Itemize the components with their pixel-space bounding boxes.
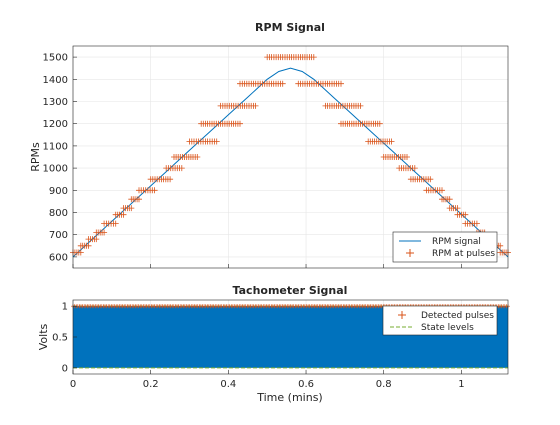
rpm-legend-entry-1: RPM signal (432, 237, 481, 247)
tach-y-ticks: 00.51 (52, 302, 77, 374)
tach-chart-title: Tachometer Signal (233, 284, 348, 297)
rpm-axes-box (72, 45, 509, 269)
detected-pulses-legend-swatch (398, 311, 406, 319)
rpm-pulse-marker-cluster (93, 229, 108, 236)
rpm-pulse-marker-cluster (365, 138, 395, 145)
rpm-pulse-marker-cluster (101, 220, 119, 227)
tach-x-axis-label: Time (mins) (256, 391, 322, 404)
rpm-pulse-marker-cluster (147, 176, 174, 183)
tach-y-tick-label: 0 (62, 363, 68, 374)
rpm-pulse-marker-cluster (322, 102, 364, 109)
tach-x-tick-label: 1 (458, 379, 464, 390)
tach-y-tick-label: 0.5 (52, 333, 68, 344)
tachometer-chart: 00.51 0 0.2 0.4 0.6 0.8 1 Tachometer Signal V… (37, 284, 510, 404)
rpm-pulse-marker-cluster (407, 176, 434, 183)
rpm-y-tick-label: 900 (49, 186, 68, 197)
rpm-pulse-marker-cluster (163, 165, 185, 172)
tach-legend-entry-2: State levels (421, 323, 474, 333)
rpm-y-tick-label: 1200 (43, 119, 68, 130)
rpm-y-tick-label: 1100 (43, 141, 68, 152)
rpm-pulse-marker-cluster (112, 211, 127, 218)
rpm-legend: RPM signal RPM at pulses (392, 231, 498, 263)
rpm-pulse-marker-cluster (295, 80, 344, 87)
rpm-pulse-marker-cluster (264, 54, 317, 61)
rpm-pulse-marker-cluster (237, 80, 286, 87)
rpm-pulse-marker-cluster (423, 187, 445, 194)
rpm-at-pulses-legend-swatch (406, 249, 414, 257)
rpm-y-tick-label: 1500 (43, 53, 68, 64)
rpm-at-pulses-series (70, 54, 511, 256)
rpm-pulse-marker-cluster (446, 205, 461, 212)
rpm-pulse-marker-cluster (380, 154, 410, 160)
rpm-pulse-marker-cluster (198, 120, 243, 127)
tach-x-ticks: 0 0.2 0.4 0.6 0.8 1 (70, 370, 465, 390)
rpm-y-tick-label: 700 (49, 230, 68, 241)
rpm-signal-line (72, 67, 509, 258)
rpm-pulse-marker-cluster (77, 242, 92, 249)
rpm-y-tick-label: 1400 (43, 75, 68, 86)
tach-legend: Detected pulses State levels (382, 305, 498, 336)
rpm-pulse-marker-cluster (396, 165, 418, 172)
rpm-y-ticks: 600 700 800 900 1000 1100 1200 1300 1400 1500 (43, 53, 77, 263)
tach-legend-box (382, 305, 498, 336)
rpm-pulse-marker-cluster (186, 138, 220, 145)
tach-x-tick-label: 0 (70, 379, 76, 390)
rpm-pulse-marker-cluster (85, 236, 100, 243)
tach-x-tick-label: 0.2 (143, 379, 159, 390)
rpm-pulse-marker-cluster (439, 196, 453, 203)
rpm-pulse-marker-cluster (217, 102, 259, 109)
rpm-y-tick-label: 800 (49, 208, 68, 219)
rpm-x-ticks (72, 264, 462, 268)
tach-y-tick-label: 1 (62, 302, 68, 313)
rpm-plot-area (73, 46, 508, 268)
rpm-legend-entry-2: RPM at pulses (432, 249, 495, 259)
tach-legend-entry-1: Detected pulses (421, 311, 494, 321)
tach-x-tick-label: 0.8 (376, 379, 392, 390)
tach-x-tick-label: 0.6 (298, 379, 314, 390)
rpm-pulse-marker-cluster (120, 205, 135, 212)
rpm-signal-series (72, 67, 509, 258)
rpm-pulse-marker-cluster (136, 187, 158, 194)
rpm-y-tick-label: 1300 (43, 97, 68, 108)
rpm-pulse-marker-cluster (128, 196, 142, 203)
rpm-chart: 600 700 800 900 1000 1100 1200 1300 1400 1500 RPM… (29, 21, 511, 269)
rpm-pulse-marker-cluster (454, 211, 469, 218)
rpm-pulse-marker-cluster (462, 220, 480, 227)
tach-x-tick-label: 0.4 (220, 379, 236, 390)
rpm-y-tick-label: 1000 (43, 164, 68, 175)
rpm-y-tick-label: 600 (49, 252, 68, 263)
rpm-pulse-marker-cluster (338, 120, 383, 127)
rpm-y-axis-label: RPMs (29, 142, 42, 172)
rpm-pulse-marker-cluster (171, 154, 201, 160)
rpm-chart-title: RPM Signal (255, 21, 325, 34)
tach-y-axis-label: Volts (37, 323, 50, 350)
